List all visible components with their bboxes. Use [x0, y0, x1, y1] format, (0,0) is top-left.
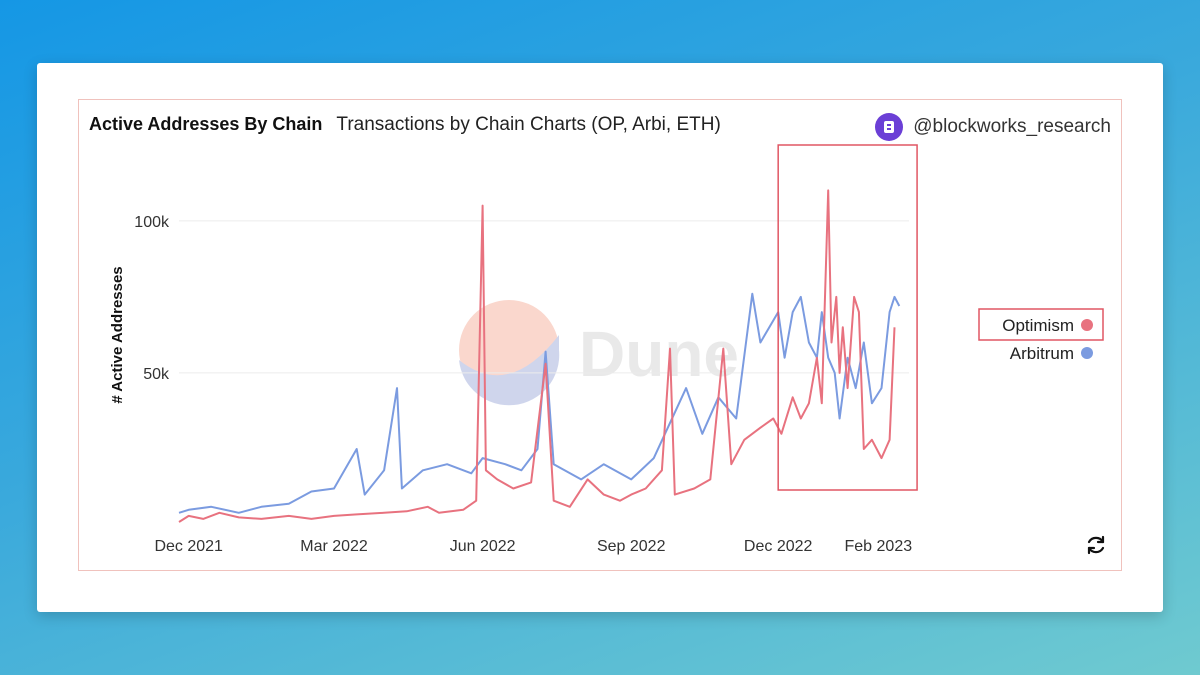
x-tick-label: Dec 2022 — [744, 538, 813, 555]
chart-canvas: Dune 50k 100k Dec 2021 Mar 2022 Jun 2022 Sep … — [109, 144, 1104, 555]
y-tick-label: 50k — [143, 366, 170, 383]
chart-title: Active Addresses By Chain — [89, 114, 323, 134]
title-row: Active Addresses By Chain Transactions b… — [89, 114, 721, 142]
series-line-arbitrum — [178, 292, 901, 514]
watermark-text: Dune — [579, 318, 739, 390]
legend-highlight-rect — [978, 308, 1104, 341]
author-badge[interactable]: @blockworks_research — [875, 112, 1111, 142]
legend-item-arbitrum[interactable]: Arbitrum — [1010, 344, 1093, 363]
axis-labels: 50k 100k Dec 2021 Mar 2022 Jun 2022 Sep 2022 D… — [134, 214, 912, 555]
x-tick-label: Sep 2022 — [597, 538, 666, 555]
refresh-button[interactable] — [1083, 532, 1109, 558]
author-name: @blockworks_research — [913, 116, 1111, 137]
highlight-box — [777, 144, 918, 491]
chart-subtitle: Transactions by Chain Charts (OP, Arbi, … — [336, 114, 721, 135]
legend-label: Optimism — [1002, 316, 1074, 335]
legend-swatch — [1081, 319, 1093, 331]
x-tick-label: Dec 2021 — [154, 538, 223, 555]
refresh-icon — [1087, 535, 1105, 555]
x-tick-label: Feb 2023 — [845, 538, 913, 555]
x-tick-label: Mar 2022 — [300, 538, 368, 555]
chart-legend: Optimism Arbitrum — [978, 308, 1104, 363]
series-lines — [178, 189, 901, 523]
chart-panel: Dune 50k 100k Dec 2021 Mar 2022 Jun 2022 Sep … — [78, 99, 1122, 571]
chart-card: Dune 50k 100k Dec 2021 Mar 2022 Jun 2022 Sep … — [37, 63, 1163, 612]
legend-label: Arbitrum — [1010, 344, 1074, 363]
legend-item-optimism[interactable]: Optimism — [978, 308, 1104, 341]
y-axis-label: # Active Addresses — [109, 266, 126, 403]
series-line-optimism — [178, 189, 896, 523]
x-tick-label: Jun 2022 — [450, 538, 516, 555]
highlight-rect — [777, 144, 918, 491]
y-tick-label: 100k — [134, 214, 170, 231]
dune-watermark: Dune — [459, 300, 739, 406]
blockworks-logo-icon — [875, 113, 904, 141]
legend-swatch — [1081, 347, 1093, 359]
